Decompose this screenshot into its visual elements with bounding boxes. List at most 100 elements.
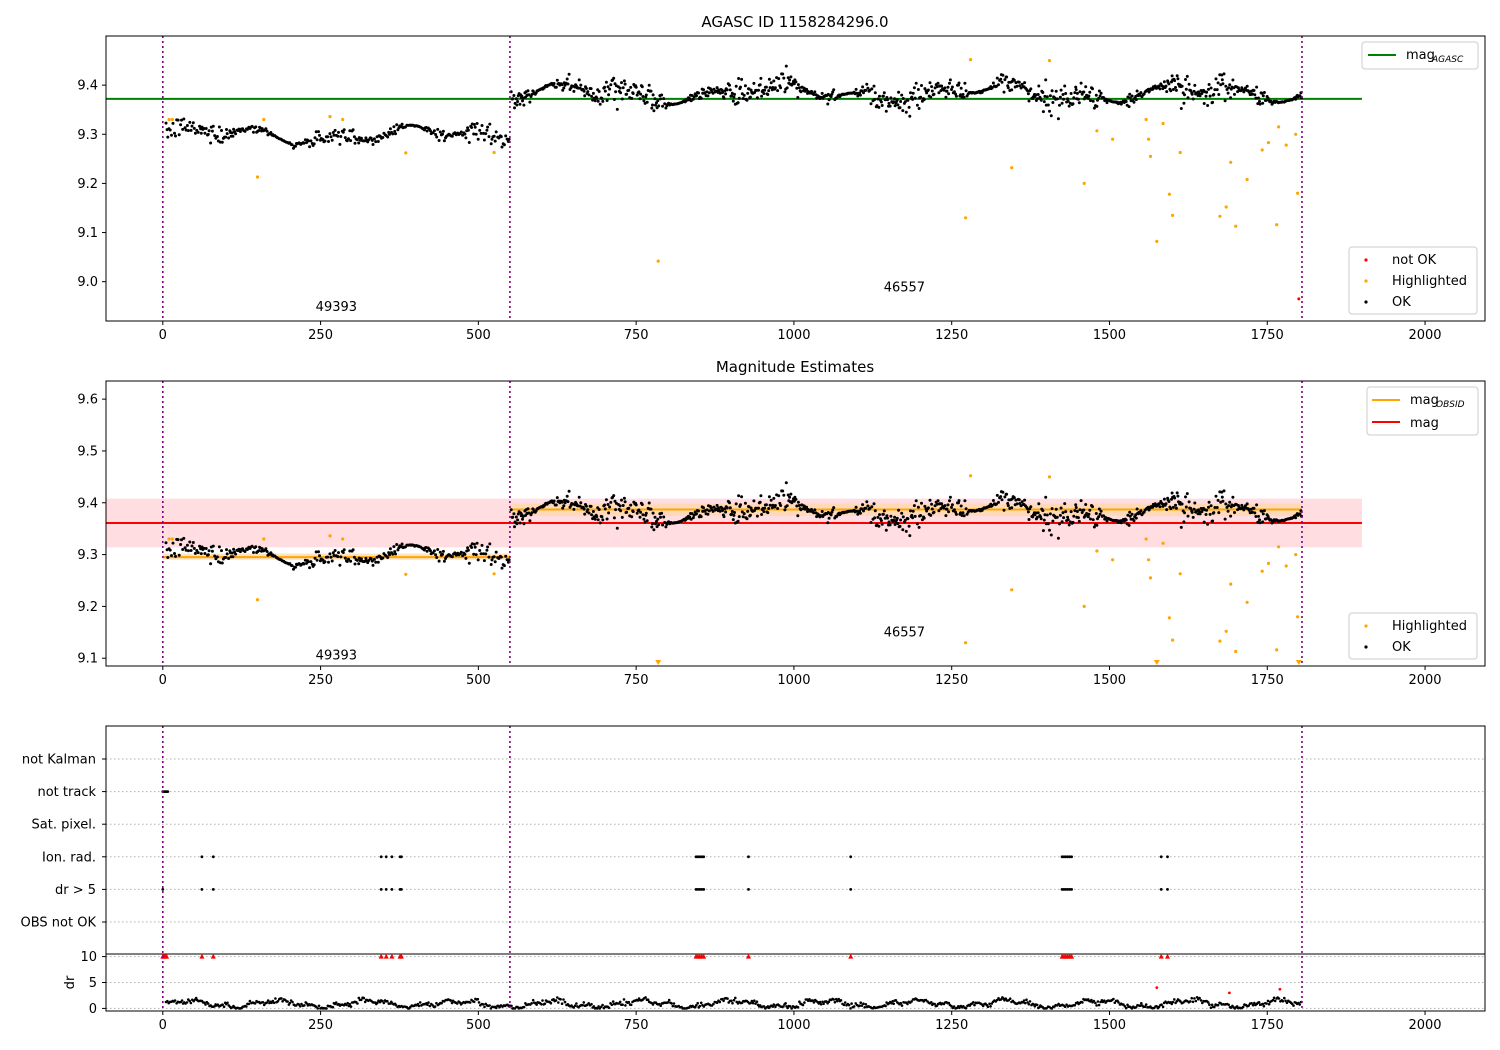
ok-point xyxy=(434,133,438,136)
x-tick-label: 1250 xyxy=(935,673,968,688)
ok-point xyxy=(450,134,454,138)
highlighted-point xyxy=(969,474,973,478)
flag-point xyxy=(384,855,388,859)
highlighted-point xyxy=(492,150,496,155)
ok-point xyxy=(231,134,235,138)
ok-point xyxy=(1167,500,1171,503)
ok-point xyxy=(359,136,363,140)
ok-point xyxy=(769,81,773,85)
ok-point xyxy=(916,88,920,91)
ok-point xyxy=(188,120,192,124)
ok-point xyxy=(562,504,566,508)
ok-point xyxy=(906,517,910,521)
highlighted-point xyxy=(1171,638,1175,642)
ok-point xyxy=(904,529,908,533)
highlighted-point xyxy=(1082,604,1086,609)
y-tick-label: 9.6 xyxy=(77,393,98,408)
ok-point xyxy=(220,129,223,132)
ok-point xyxy=(887,520,891,524)
ok-point xyxy=(957,499,961,503)
ok-point xyxy=(999,495,1003,499)
ok-point xyxy=(355,138,359,142)
dr-point xyxy=(222,1005,226,1009)
ok-point xyxy=(929,513,933,517)
ok-point xyxy=(250,124,254,128)
ok-point xyxy=(225,552,229,556)
dr-point xyxy=(472,1000,476,1004)
ok-point xyxy=(948,78,952,82)
ok-point xyxy=(864,506,868,510)
ok-point xyxy=(656,99,660,103)
dr-point xyxy=(1262,1004,1266,1008)
ok-point xyxy=(917,107,921,110)
ok-point xyxy=(1035,515,1039,519)
flag-point xyxy=(849,855,853,859)
ok-point xyxy=(203,552,207,555)
flag-point xyxy=(702,888,706,891)
ok-point xyxy=(914,81,918,85)
ok-point xyxy=(1252,506,1256,510)
ok-point xyxy=(1209,86,1213,90)
ok-point xyxy=(922,516,926,520)
ok-point xyxy=(1294,97,1298,101)
dr-point xyxy=(1283,996,1286,1000)
ok-point xyxy=(1162,80,1166,84)
ok-point xyxy=(1086,96,1090,100)
ok-point xyxy=(435,135,439,139)
ok-point xyxy=(1187,500,1191,504)
ok-point xyxy=(323,139,327,143)
obsid-label: 46557 xyxy=(884,625,925,640)
y-tick-label: 9.1 xyxy=(77,652,98,667)
dr-point xyxy=(572,1006,575,1009)
ok-point xyxy=(394,132,397,136)
x-tick-label: 250 xyxy=(308,328,333,343)
ok-point xyxy=(1174,503,1177,507)
ok-point xyxy=(782,493,786,497)
ok-point xyxy=(1075,91,1079,95)
ok-point xyxy=(185,543,189,547)
ok-point xyxy=(663,521,667,524)
ok-point xyxy=(947,510,951,514)
flag-point xyxy=(400,855,403,859)
ok-point xyxy=(919,95,923,99)
ok-point xyxy=(522,103,526,107)
dr-point xyxy=(1265,1002,1268,1005)
dr-point xyxy=(455,1002,459,1005)
ok-point xyxy=(485,128,489,132)
ok-point xyxy=(1193,501,1197,505)
dr-point xyxy=(1194,999,1198,1003)
ok-point xyxy=(1029,87,1033,91)
dr-point xyxy=(298,1005,302,1008)
ok-point xyxy=(328,552,332,556)
dr-point xyxy=(702,1005,706,1008)
ok-point xyxy=(369,557,373,561)
legend-mag-lines: mag OBSID mag xyxy=(1366,386,1479,436)
ok-point xyxy=(400,122,404,126)
ok-point xyxy=(353,562,357,566)
ok-point xyxy=(359,557,363,561)
ok-point xyxy=(612,76,616,80)
ok-point xyxy=(1058,95,1062,99)
ok-point xyxy=(180,538,183,542)
dr-point xyxy=(731,1001,734,1005)
dr-point xyxy=(1208,1003,1211,1006)
ok-point xyxy=(1215,506,1219,509)
ok-point xyxy=(907,524,911,528)
ok-point xyxy=(1189,89,1193,93)
ok-point xyxy=(892,100,896,104)
dr-point xyxy=(858,1004,861,1007)
ok-point xyxy=(773,504,777,507)
ok-point xyxy=(514,515,518,519)
ok-point xyxy=(901,515,905,519)
ok-point xyxy=(737,96,741,100)
ok-point xyxy=(621,86,625,90)
dr-point xyxy=(1271,998,1275,1002)
ok-point xyxy=(655,525,659,529)
ok-point xyxy=(770,506,774,510)
ok-point xyxy=(1005,492,1009,496)
ok-point xyxy=(530,92,534,96)
ok-point xyxy=(717,88,721,92)
dr-point xyxy=(1096,1000,1100,1003)
ok-point xyxy=(1067,523,1071,527)
ok-point xyxy=(243,129,247,133)
